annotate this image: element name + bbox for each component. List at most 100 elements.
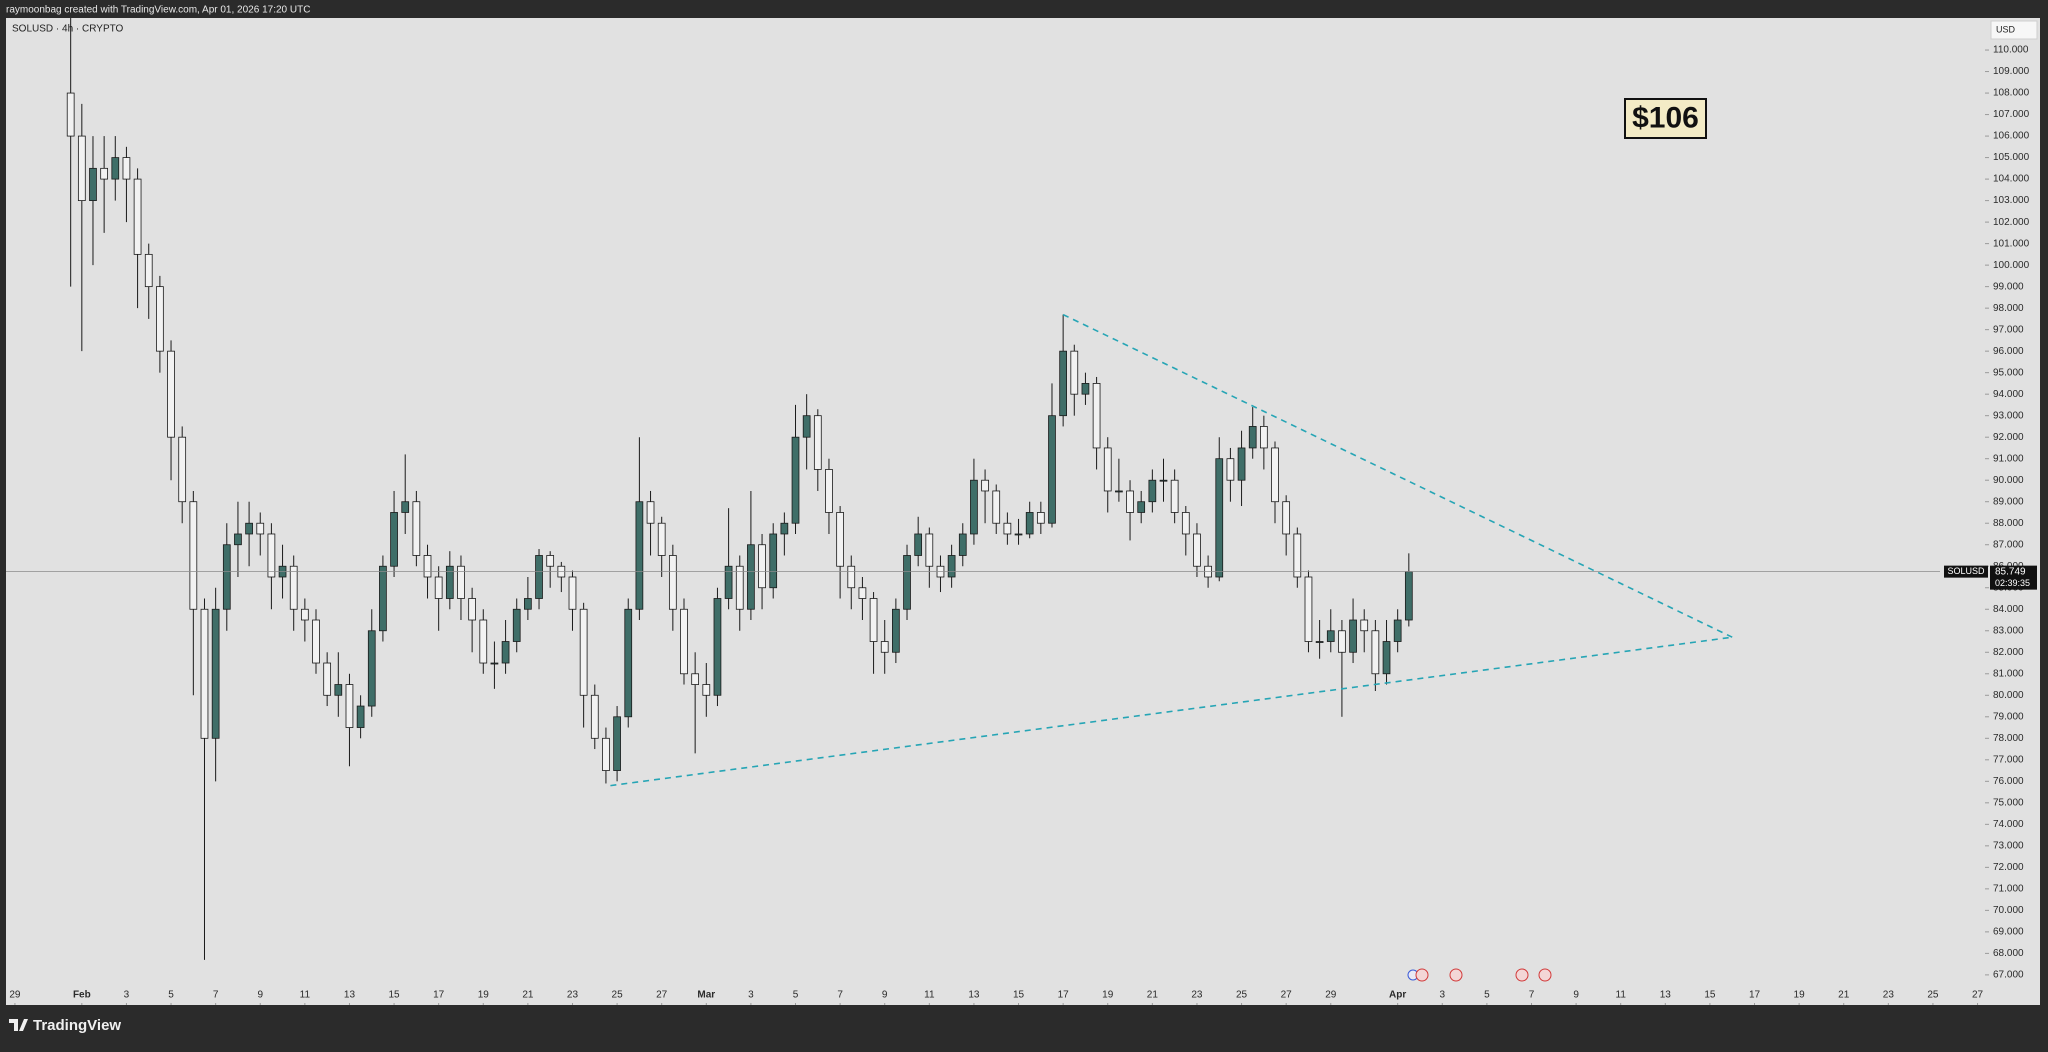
y-tick-label: 77.000	[1993, 754, 2024, 765]
candle-body	[880, 641, 889, 653]
candle-body	[1115, 490, 1123, 493]
brand: TradingView	[9, 1017, 121, 1034]
y-tick-label: 82.000	[1993, 647, 2024, 658]
y-tick-label: 69.000	[1993, 927, 2024, 938]
trendline	[610, 636, 1733, 787]
candle-body	[925, 533, 934, 567]
y-tick-label: 108.000	[1993, 88, 2030, 99]
candle-body	[1248, 426, 1257, 449]
candle-body	[747, 544, 755, 610]
y-tick-label: 76.000	[1993, 776, 2024, 787]
y-tick-label: 101.000	[1993, 238, 2030, 249]
candle-body	[1048, 415, 1056, 524]
event-icon[interactable]	[1538, 968, 1552, 982]
brand-logo	[9, 1019, 28, 1031]
candle-body	[211, 608, 220, 739]
candle-body	[1338, 630, 1346, 653]
candle-body	[289, 565, 298, 610]
candle-body	[1014, 533, 1023, 536]
candle-body	[412, 501, 421, 556]
candle-body	[401, 501, 410, 513]
last-price-tag	[1990, 565, 2037, 590]
x-tick-label: 13	[968, 990, 980, 1001]
y-tick-label: 100.000	[1993, 260, 2030, 271]
candle-body	[992, 490, 1001, 524]
candle-body	[1304, 576, 1313, 642]
candle-body	[691, 673, 700, 685]
x-tick-label: 21	[522, 990, 534, 1001]
candle-body	[590, 694, 599, 739]
x-tick-label: 13	[344, 990, 356, 1001]
y-tick-label: 107.000	[1993, 109, 2030, 120]
currency[interactable]: USD	[1996, 24, 2016, 34]
event-icon[interactable]	[1515, 968, 1529, 982]
y-tick-label: 79.000	[1993, 711, 2024, 722]
candle-body	[1315, 641, 1324, 643]
candle-body	[1393, 619, 1402, 642]
x-tick-label: 27	[1281, 990, 1293, 1001]
y-tick-label: 106.000	[1993, 131, 2030, 142]
candle-body	[869, 598, 878, 642]
candle-body	[524, 598, 532, 610]
y-tick-label: 67.000	[1993, 970, 2024, 981]
candle-body	[1126, 490, 1134, 513]
candle-body	[457, 565, 465, 599]
x-tick-label: 19	[1102, 990, 1114, 1001]
event-icon[interactable]	[1449, 968, 1463, 982]
candle-body	[111, 157, 120, 180]
x-tick-label: 5	[1484, 990, 1490, 1001]
candle-body	[802, 415, 811, 438]
candle-body	[970, 479, 978, 535]
candle-body	[1159, 479, 1168, 482]
candle-body	[1070, 350, 1079, 395]
candle-body	[1103, 447, 1112, 492]
y-tick-label: 97.000	[1993, 324, 2024, 335]
y-tick-label: 87.000	[1993, 539, 2024, 550]
candle-body	[234, 533, 242, 546]
candle-body	[635, 501, 644, 610]
candle-body	[1092, 383, 1101, 449]
y-tick-label: 80.000	[1993, 690, 2024, 701]
candle-body	[847, 565, 856, 589]
x-tick-label: 15	[389, 990, 401, 1001]
y-tick-label: 92.000	[1993, 432, 2024, 443]
x-tick-label: 17	[433, 990, 445, 1001]
y-tick-label: 68.000	[1993, 948, 2024, 959]
candle-body	[100, 167, 108, 180]
x-tick-label: 19	[1794, 990, 1806, 1001]
candle-body	[903, 555, 911, 610]
candle-body	[323, 662, 332, 696]
x-tick-label: 17	[1058, 990, 1070, 1001]
candles	[66, 18, 1413, 960]
candle-body	[167, 350, 175, 438]
y-tick-label: 84.000	[1993, 604, 2024, 615]
candle-body	[345, 684, 354, 728]
candle-body	[1371, 630, 1380, 675]
candle-body	[1003, 522, 1012, 535]
candle-body	[356, 705, 365, 728]
x-tick-label: 13	[1660, 990, 1672, 1001]
currency-box[interactable]	[1990, 20, 2038, 40]
candle-body	[624, 608, 633, 718]
x-tick-label: 3	[748, 990, 754, 1001]
candle-body	[1226, 458, 1235, 481]
x-tick-label: 23	[567, 990, 579, 1001]
candle-body	[735, 565, 744, 610]
candle-body	[958, 533, 967, 556]
y-tick-label: 104.000	[1993, 174, 2030, 185]
y-tick-label: 91.000	[1993, 453, 2024, 464]
x-tick-label: 27	[656, 990, 668, 1001]
candle-body	[222, 544, 231, 610]
x-tick-label: 25	[1927, 990, 1939, 1001]
x-tick-label: 5	[168, 990, 174, 1001]
y-tick-label: 71.000	[1993, 883, 2024, 894]
candle-body	[981, 479, 989, 492]
event-icon[interactable]	[1415, 968, 1429, 982]
candle-body	[546, 555, 555, 567]
candle-body	[535, 555, 543, 599]
candle-body	[200, 608, 209, 739]
candle-body	[379, 565, 387, 632]
x-tick-label: 3	[1439, 990, 1445, 1001]
candle-body	[1215, 458, 1224, 578]
